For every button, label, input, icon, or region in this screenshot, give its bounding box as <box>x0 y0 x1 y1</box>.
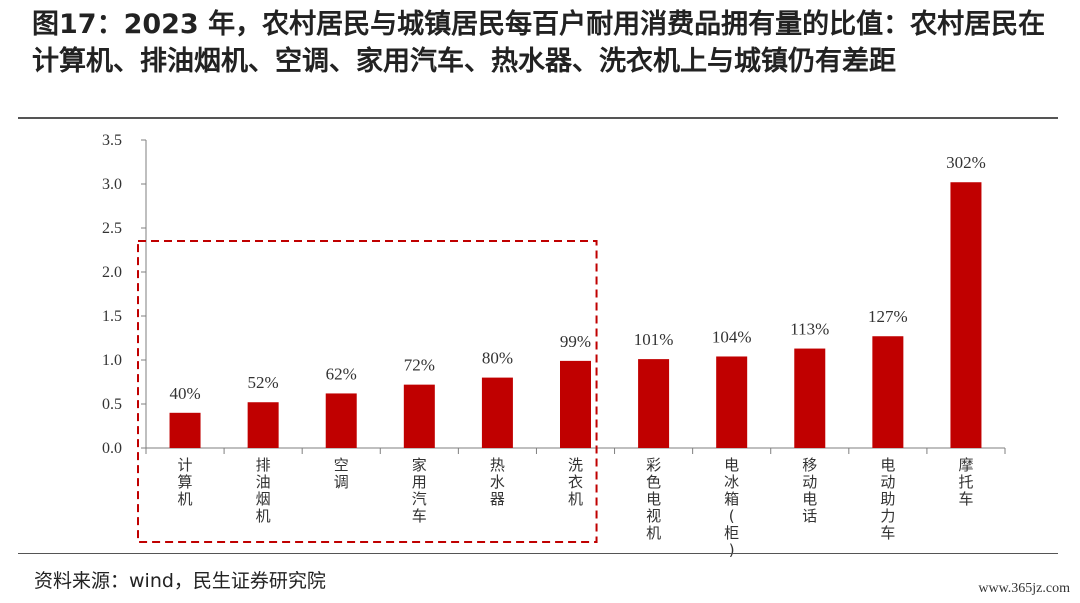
y-tick-label: 0.0 <box>102 440 122 457</box>
category-label: 热水器 <box>490 456 505 508</box>
source-divider <box>18 553 1058 554</box>
bar <box>403 384 435 448</box>
y-tick-label: 1.0 <box>102 352 122 369</box>
data-label: 80% <box>482 349 513 368</box>
data-label: 52% <box>248 373 279 392</box>
bar <box>716 356 748 448</box>
data-label: 40% <box>169 384 200 403</box>
y-tick-label: 1.5 <box>102 308 122 325</box>
data-label: 104% <box>712 327 752 346</box>
category-label: 家用汽车 <box>412 456 427 525</box>
data-label: 62% <box>326 364 357 383</box>
data-label: 101% <box>634 330 674 349</box>
bar <box>481 377 513 448</box>
data-label: 72% <box>404 356 435 375</box>
title-divider <box>18 117 1058 119</box>
data-label: 302% <box>946 153 986 172</box>
y-tick-label: 3.5 <box>102 132 122 149</box>
category-label: 移动电话 <box>802 456 817 525</box>
bar <box>794 348 826 448</box>
source-note: 资料来源：wind，民生证券研究院 <box>34 570 326 592</box>
category-label: 电动助力车 <box>880 456 895 542</box>
category-label: 彩色电视机 <box>646 456 661 542</box>
category-label: 空调 <box>334 456 349 491</box>
watermark: www.365jz.com <box>978 581 1070 596</box>
y-tick-label: 2.0 <box>102 264 122 281</box>
data-label: 113% <box>790 320 829 339</box>
bar <box>169 412 201 448</box>
y-tick-label: 3.0 <box>102 176 122 193</box>
data-label: 99% <box>560 332 591 351</box>
category-label: 排油烟机 <box>256 456 271 525</box>
bar <box>872 336 904 448</box>
bar <box>560 360 591 448</box>
category-label: 洗衣机 <box>568 456 583 508</box>
y-tick-label: 0.5 <box>102 396 122 413</box>
data-label: 127% <box>868 307 908 326</box>
category-label: 电冰箱(柜) <box>724 456 739 559</box>
category-label: 计算机 <box>178 456 193 508</box>
highlight-box <box>137 240 598 543</box>
bar <box>950 182 982 449</box>
bar <box>638 359 670 448</box>
bar <box>247 402 279 448</box>
bar <box>325 393 357 448</box>
category-label: 摩托车 <box>958 456 973 508</box>
y-tick-label: 2.5 <box>102 220 122 237</box>
figure-title: 图17：2023 年，农村居民与城镇居民每百户耐用消费品拥有量的比值：农村居民在… <box>32 9 1046 77</box>
